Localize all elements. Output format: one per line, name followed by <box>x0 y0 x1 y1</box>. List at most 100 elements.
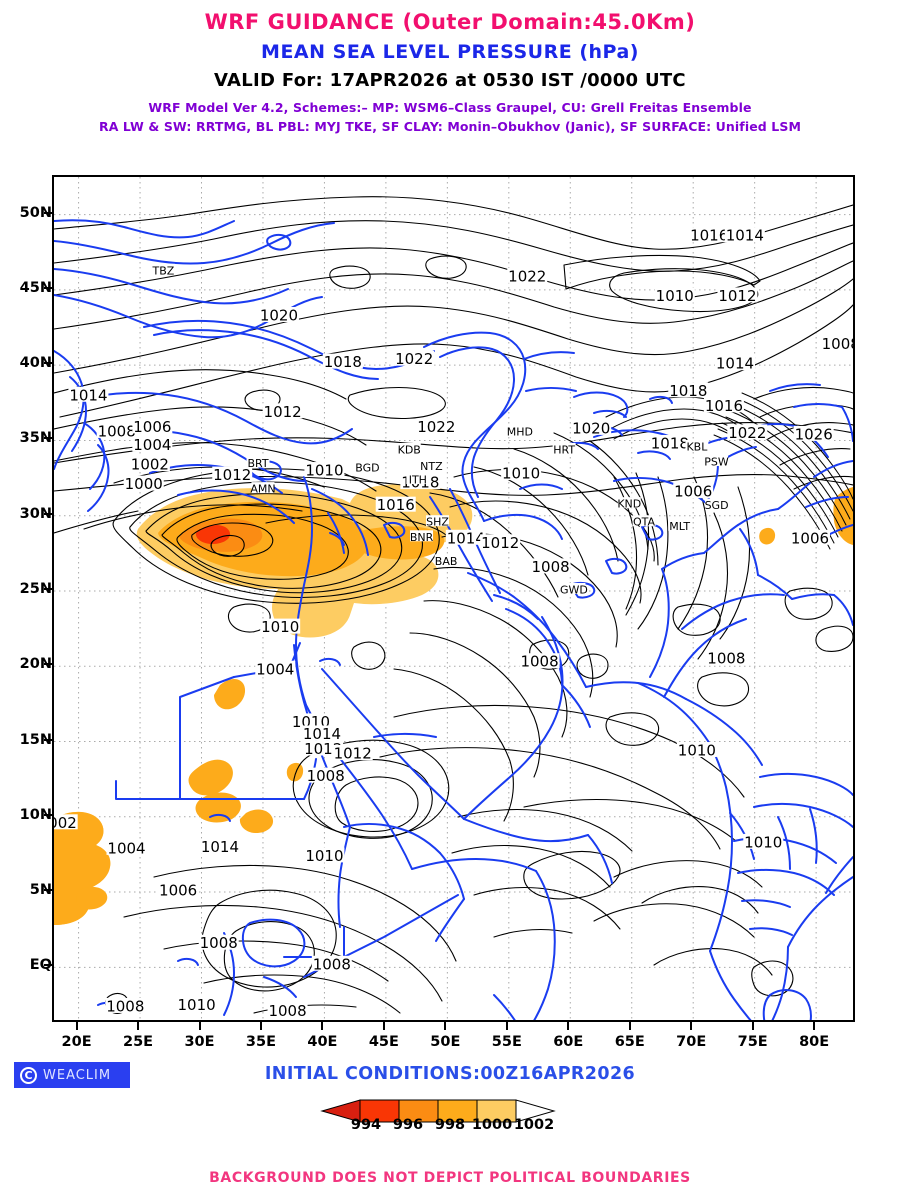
station-label: QTA <box>633 516 656 529</box>
station-label: KBL <box>686 440 708 453</box>
contour-label: 1020 <box>260 306 298 324</box>
contour-label: 1006 <box>791 529 829 547</box>
contour-label-bg <box>132 418 173 434</box>
colorbar-tick-label: 1002 <box>513 1117 555 1133</box>
x-tick-mark <box>628 1022 631 1030</box>
x-tick-label: 50E <box>430 1034 461 1050</box>
contour-label-bg <box>507 267 548 283</box>
contour-label-bg <box>304 847 345 863</box>
y-tick-mark <box>44 663 53 666</box>
contour-label-bg <box>654 287 695 303</box>
contour-label-bg <box>793 425 834 441</box>
contour-label-bg <box>304 462 345 478</box>
gridlines <box>54 177 853 1020</box>
colorbar-tick-label: 996 <box>392 1117 424 1133</box>
x-tick-label: 65E <box>614 1034 645 1050</box>
y-tick-mark <box>44 587 53 590</box>
contour-label: 1022 <box>508 267 546 285</box>
chart-header: WRF GUIDANCE (Outer Domain:45.0Km) MEAN … <box>0 0 900 134</box>
station-label-bg <box>397 442 421 454</box>
y-tick-mark <box>44 286 53 289</box>
y-tick-label: 25N <box>19 580 52 597</box>
colorbar-svg <box>320 1099 556 1123</box>
y-tick-mark <box>44 889 53 892</box>
contour-label: 1008 <box>822 335 853 353</box>
station-label-bg <box>246 456 270 468</box>
contour-label: 1010 <box>177 996 215 1014</box>
contour-label: 1026 <box>795 425 833 443</box>
contour-label: 1010 <box>678 742 716 760</box>
contour-label: 1006 <box>133 418 171 436</box>
contour-label-bg <box>106 839 147 855</box>
station-label-bg <box>617 497 641 509</box>
contour-label-bg <box>311 955 352 971</box>
y-tick-label: 10N <box>19 806 52 823</box>
contour-label: 1006 <box>674 483 712 501</box>
contour-label: 1008 <box>200 934 238 952</box>
contour-label-bg <box>212 466 253 482</box>
contour-label: 1010 <box>305 462 343 480</box>
contour-label-bg <box>322 353 363 369</box>
station-label-bg <box>668 519 692 531</box>
initial-conditions-text: INITIAL CONDITIONS:00Z16APR2026 <box>264 1064 636 1084</box>
contour-label: 1010 <box>502 465 540 483</box>
contour-label: 1018 <box>651 434 689 452</box>
y-tick-label: 35N <box>19 430 52 447</box>
disclaimer-text: BACKGROUND DOES NOT DEPICT POLITICAL BOU… <box>209 1170 691 1186</box>
station-label: BGD <box>355 462 379 475</box>
contour-label-bg <box>267 1002 308 1018</box>
contour-label-bg <box>714 355 755 371</box>
station-label: KND <box>617 498 641 511</box>
x-tick-label: 25E <box>122 1034 154 1050</box>
station-label: BRT <box>247 457 268 470</box>
x-tick-mark <box>751 1022 754 1030</box>
y-tick-mark <box>44 211 53 214</box>
logo-label: WEACLIM <box>43 1067 112 1083</box>
y-tick-mark <box>44 512 53 515</box>
x-tick-mark <box>444 1022 447 1030</box>
contour-label-bg <box>305 767 346 783</box>
contour-label: 1018 <box>324 353 362 371</box>
model-scheme-line-2: RA LW & SW: RRTMG, BL PBL: MYJ TKE, SF C… <box>98 119 802 134</box>
contour-label-bg <box>199 838 240 854</box>
contour-label: 1006 <box>159 882 197 900</box>
station-label-bg <box>705 498 729 510</box>
contour-label: 1004 <box>133 436 171 454</box>
colorbar-tick-label: 1000 <box>471 1117 513 1133</box>
contour-label-bg <box>332 745 373 761</box>
x-tick-label: 60E <box>553 1034 584 1050</box>
y-tick-label: 5N <box>29 882 52 899</box>
contour-label-bg <box>375 496 416 512</box>
x-tick-mark <box>690 1022 693 1030</box>
contour-label: 1008 <box>532 558 570 576</box>
station-label: TBZ <box>151 264 174 277</box>
x-tick-mark <box>198 1022 201 1030</box>
contour-label: 1022 <box>728 424 766 442</box>
contour-label-bg <box>129 456 170 472</box>
contour-label: 1004 <box>256 660 294 678</box>
contour-label-bg <box>416 418 457 434</box>
model-scheme-line-1: WRF Model Ver 4.2, Schemes:– MP: WSM6–Cl… <box>148 100 752 115</box>
contour-label-bg <box>260 618 301 634</box>
valid-time: VALID For: 17APR2026 at 0530 IST /0000 U… <box>214 70 686 91</box>
station-label: MLT <box>669 520 690 533</box>
station-label: AMN <box>250 483 275 496</box>
contour-label: 1008 <box>313 955 351 973</box>
contour-label: 1010 <box>744 833 782 851</box>
contour-label-bg <box>394 350 435 366</box>
x-tick-mark <box>505 1022 508 1030</box>
colorbar-high-arrow <box>515 1099 556 1123</box>
station-label-bg <box>632 515 656 527</box>
station-label-bg <box>552 442 576 454</box>
station-label: PSW <box>704 456 729 469</box>
contour-label-bg <box>717 287 758 303</box>
contour-label-bg <box>706 650 747 666</box>
y-tick-label: 15N <box>19 731 52 748</box>
map-plot-area[interactable]: 1016101410221010101210201018102210141008… <box>52 175 855 1022</box>
contour-label: 1014 <box>201 838 239 856</box>
contour-label-bg <box>530 558 571 574</box>
contour-label: 1008 <box>307 767 345 785</box>
contour-label: 1022 <box>395 350 433 368</box>
station-label: GWD <box>560 583 588 596</box>
x-tick-label: 75E <box>737 1034 768 1050</box>
